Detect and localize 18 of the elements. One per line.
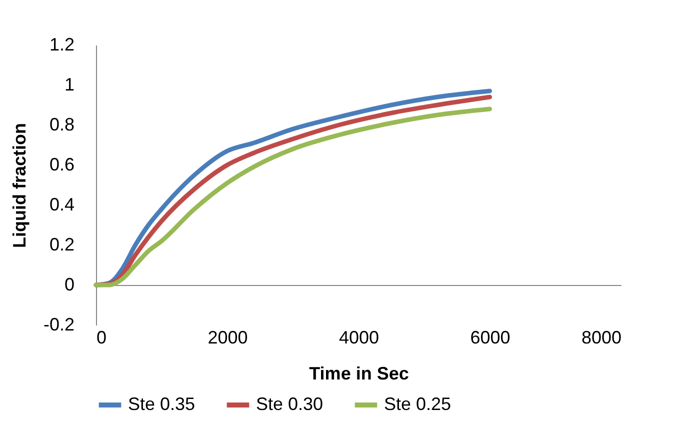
y-tick-label: -0.2	[43, 314, 74, 334]
y-tick-label: 0	[64, 274, 74, 294]
y-tick-label: 0.6	[49, 154, 74, 174]
y-tick-label: 1.2	[49, 34, 74, 54]
legend-label: Ste 0.30	[256, 394, 324, 414]
y-tick-label: 0.4	[49, 194, 74, 214]
x-tick-label: 0	[96, 328, 107, 348]
x-tick-label: 2000	[208, 328, 248, 348]
legend-label: Ste 0.25	[384, 394, 452, 414]
y-tick-label: 0.8	[49, 114, 74, 134]
y-axis-title: Liquid fraction	[9, 123, 30, 248]
x-axis-title: Time in Sec	[309, 364, 409, 384]
y-tick-label: 1	[64, 74, 74, 94]
x-tick-label: 8000	[581, 328, 622, 348]
legend-label: Ste 0.35	[128, 394, 196, 414]
x-tick-label: 6000	[470, 328, 510, 348]
x-tick-label: 4000	[338, 328, 380, 348]
y-tick-label: 0.2	[49, 234, 74, 254]
